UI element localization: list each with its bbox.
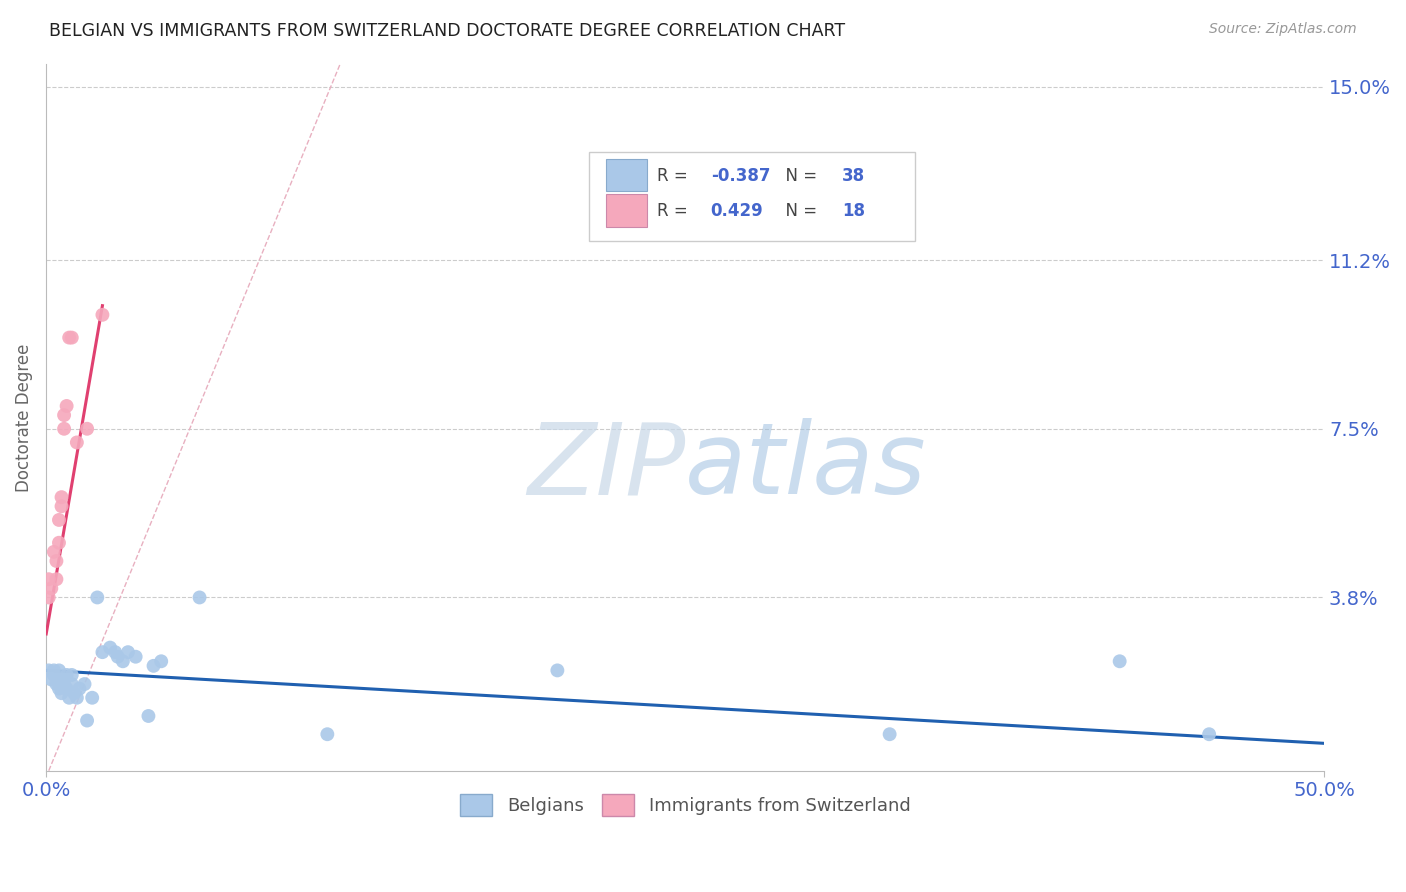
Point	[117, 645, 139, 659]
FancyBboxPatch shape	[606, 194, 647, 227]
Point	[51, 673, 73, 687]
Point	[58, 330, 80, 344]
Text: atlas: atlas	[685, 418, 927, 516]
Point	[66, 690, 89, 705]
Text: Source: ZipAtlas.com: Source: ZipAtlas.com	[1209, 22, 1357, 37]
Point	[60, 330, 83, 344]
Point	[58, 690, 80, 705]
Point	[42, 668, 65, 682]
Text: 38: 38	[842, 167, 866, 185]
FancyBboxPatch shape	[589, 153, 915, 241]
Point	[63, 686, 86, 700]
Point	[38, 664, 60, 678]
Point	[38, 591, 60, 605]
Point	[53, 422, 76, 436]
Point	[39, 582, 62, 596]
Point	[91, 645, 114, 659]
Text: BELGIAN VS IMMIGRANTS FROM SWITZERLAND DOCTORATE DEGREE CORRELATION CHART: BELGIAN VS IMMIGRANTS FROM SWITZERLAND D…	[49, 22, 845, 40]
Point	[188, 591, 211, 605]
Point	[48, 681, 70, 696]
Point	[73, 677, 96, 691]
Point	[82, 690, 104, 705]
Point	[48, 535, 70, 549]
Point	[150, 654, 173, 668]
Text: R =: R =	[657, 167, 693, 185]
Point	[42, 545, 65, 559]
Text: ZIP: ZIP	[527, 418, 685, 516]
Point	[107, 649, 129, 664]
Point	[39, 673, 62, 687]
Point	[53, 408, 76, 422]
Point	[142, 658, 165, 673]
Point	[38, 572, 60, 586]
Point	[98, 640, 121, 655]
Point	[60, 668, 83, 682]
Point	[111, 654, 134, 668]
Point	[104, 645, 127, 659]
Point	[67, 681, 90, 696]
Point	[45, 572, 67, 586]
Point	[1198, 727, 1220, 741]
Point	[546, 664, 568, 678]
Point	[124, 649, 146, 664]
Point	[86, 591, 108, 605]
Point	[45, 554, 67, 568]
Legend: Belgians, Immigrants from Switzerland: Belgians, Immigrants from Switzerland	[451, 785, 920, 825]
Point	[55, 681, 77, 696]
Y-axis label: Doctorate Degree: Doctorate Degree	[15, 343, 32, 491]
FancyBboxPatch shape	[606, 159, 647, 191]
Point	[879, 727, 901, 741]
Text: 0.429: 0.429	[710, 202, 763, 220]
Point	[45, 677, 67, 691]
Point	[48, 664, 70, 678]
Point	[48, 513, 70, 527]
Text: R =: R =	[657, 202, 699, 220]
Point	[76, 714, 98, 728]
Point	[76, 422, 98, 436]
Point	[91, 308, 114, 322]
Point	[42, 664, 65, 678]
Point	[53, 677, 76, 691]
Point	[55, 668, 77, 682]
Point	[55, 399, 77, 413]
Point	[66, 435, 89, 450]
Text: N =: N =	[775, 202, 823, 220]
Text: N =: N =	[775, 167, 823, 185]
Point	[138, 709, 160, 723]
Point	[51, 490, 73, 504]
Point	[1108, 654, 1130, 668]
Point	[60, 677, 83, 691]
Text: -0.387: -0.387	[710, 167, 770, 185]
Text: 18: 18	[842, 202, 865, 220]
Point	[316, 727, 339, 741]
Point	[51, 686, 73, 700]
Point	[51, 500, 73, 514]
